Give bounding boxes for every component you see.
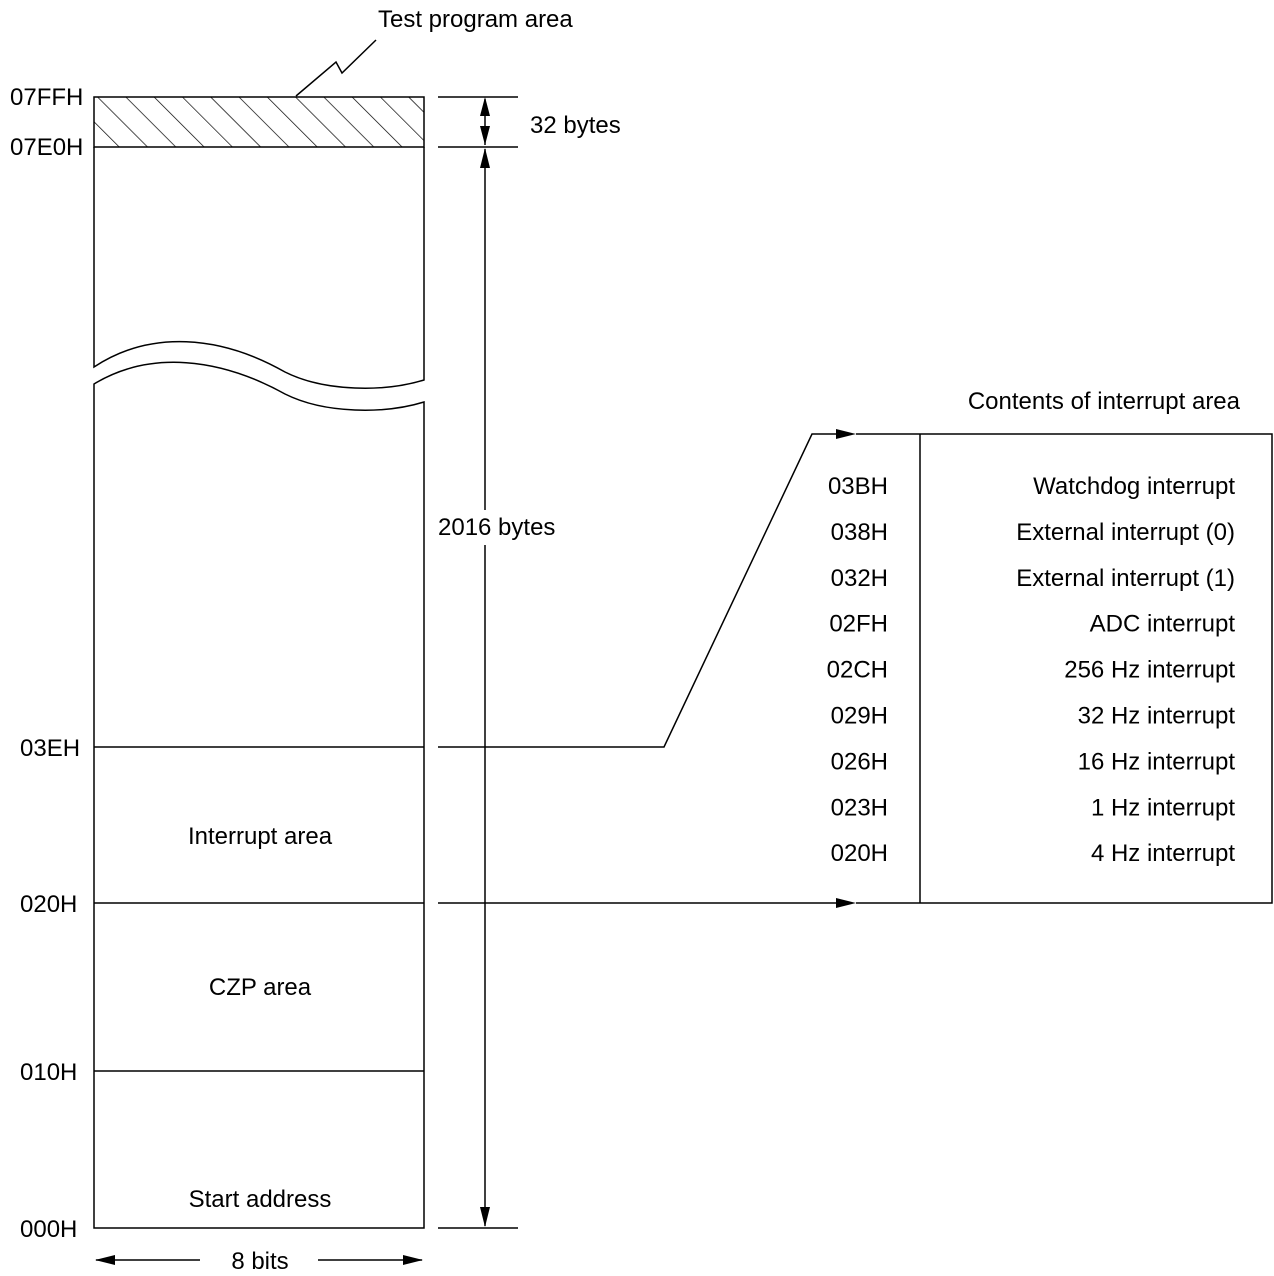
interrupt-name: Watchdog interrupt [1033, 473, 1235, 500]
interrupt-name: ADC interrupt [1090, 611, 1236, 638]
interrupt-address: 023H [831, 794, 888, 821]
main-size-label: 2016 bytes [438, 514, 555, 541]
test-program-leader-line [295, 39, 377, 97]
expansion-arrow-top [836, 429, 856, 439]
width-arrow-right [403, 1255, 423, 1265]
interrupt-address: 020H [831, 840, 888, 867]
memory-block-upper [93, 147, 425, 389]
dim-32-arrow-down [480, 126, 490, 145]
interrupt-name: 256 Hz interrupt [1064, 657, 1235, 684]
interrupt-name: 4 Hz interrupt [1091, 840, 1235, 867]
dim-2016-arrow-down [480, 1207, 490, 1227]
czp-area-label: CZP area [209, 974, 312, 1001]
interrupt-name: External interrupt (0) [1016, 519, 1235, 546]
interrupt-address: 02FH [829, 611, 888, 638]
interrupt-address: 032H [831, 565, 888, 592]
expansion-arrow-bottom [836, 898, 856, 908]
width-arrow-left [95, 1255, 115, 1265]
address-03e: 03EH [20, 735, 80, 762]
dim-2016-arrow-up [480, 148, 490, 168]
dim-32-arrow-up [480, 97, 490, 116]
address-000: 000H [20, 1216, 77, 1243]
interrupt-table-rows: 03BH Watchdog interrupt 038H External inter… [827, 473, 1236, 867]
interrupt-name: External interrupt (1) [1016, 565, 1235, 592]
interrupt-address: 03BH [828, 473, 888, 500]
interrupt-name: 32 Hz interrupt [1078, 703, 1236, 730]
address-07ff: 07FFH [10, 84, 83, 111]
address-07e0: 07E0H [10, 134, 83, 161]
interrupt-name: 1 Hz interrupt [1091, 794, 1235, 821]
test-program-area-label: Test program area [378, 6, 573, 33]
test-size-label: 32 bytes [530, 112, 621, 139]
interrupt-address: 038H [831, 519, 888, 546]
interrupt-table-title: Contents of interrupt area [968, 388, 1241, 415]
address-010: 010H [20, 1059, 77, 1086]
interrupt-address: 029H [831, 703, 888, 730]
interrupt-address: 026H [831, 748, 888, 775]
expansion-line-top [438, 433, 852, 748]
interrupt-name: 16 Hz interrupt [1078, 748, 1236, 775]
interrupt-table-frame [856, 433, 1273, 904]
width-label: 8 bits [231, 1248, 288, 1275]
memory-block-lower [93, 361, 425, 1229]
address-020: 020H [20, 891, 77, 918]
interrupt-area-label: Interrupt area [188, 823, 333, 850]
start-address-label: Start address [189, 1186, 332, 1213]
interrupt-address: 02CH [827, 657, 888, 684]
test-program-block [93, 96, 425, 148]
